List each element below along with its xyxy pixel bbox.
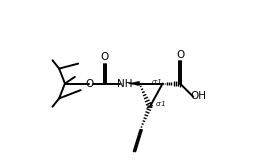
Text: NH: NH bbox=[117, 78, 132, 89]
Text: cr1: cr1 bbox=[156, 101, 167, 107]
Polygon shape bbox=[128, 81, 139, 86]
Text: O: O bbox=[86, 78, 94, 89]
Text: OH: OH bbox=[191, 91, 206, 101]
Text: cr1: cr1 bbox=[152, 78, 162, 85]
Text: O: O bbox=[101, 52, 109, 62]
Text: O: O bbox=[176, 50, 184, 60]
